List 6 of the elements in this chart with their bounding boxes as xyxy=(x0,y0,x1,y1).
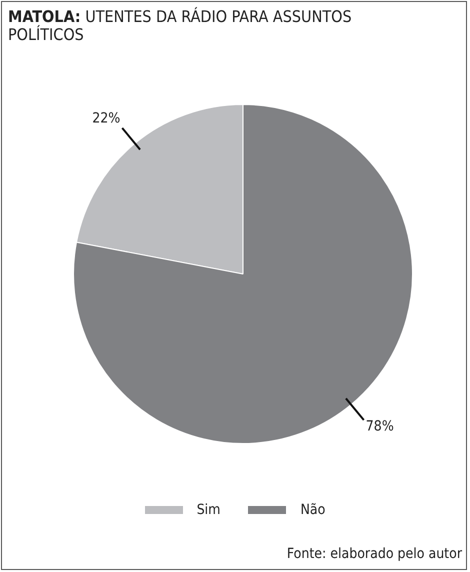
source-note: Fonte: elaborado pelo autor xyxy=(286,546,462,562)
legend-label: Não xyxy=(300,502,326,518)
chart-title: MATOLA: UTENTES DA RÁDIO PARA ASSUNTOS POLÍTICOS xyxy=(8,7,353,44)
data-label: 78% xyxy=(366,418,394,435)
data-label: 22% xyxy=(92,110,120,127)
legend-label: Sim xyxy=(196,502,220,518)
